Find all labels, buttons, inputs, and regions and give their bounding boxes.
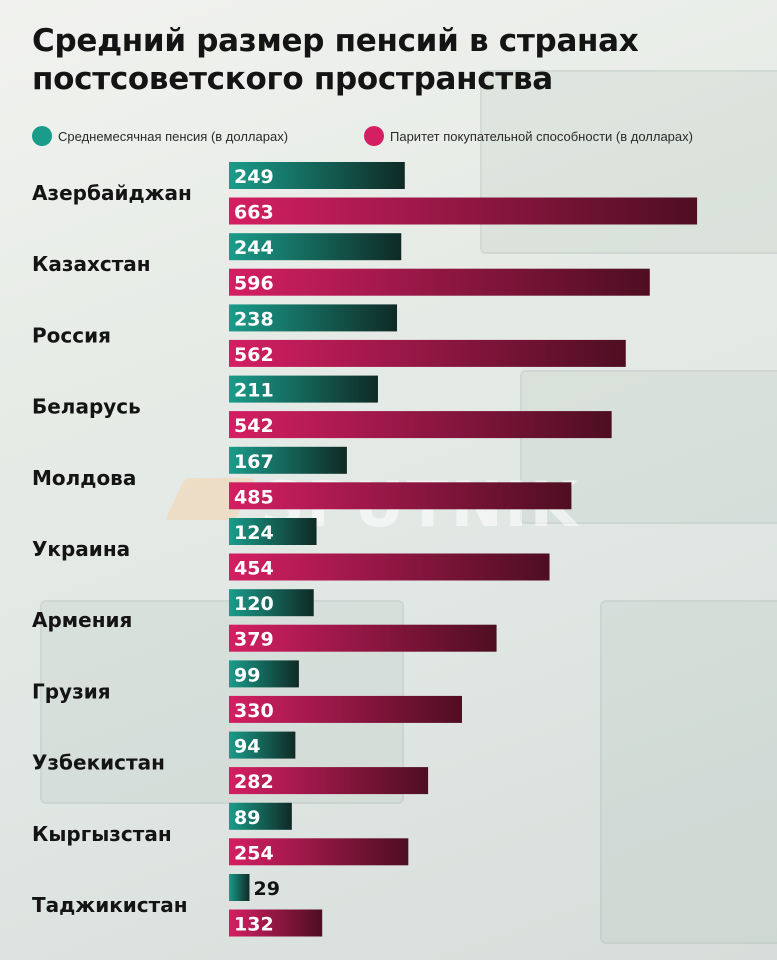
- pension-bar: [229, 660, 299, 688]
- legend-dot-teal-icon: [32, 126, 52, 146]
- ppp-value-label: 454: [234, 558, 274, 580]
- pension-bar: [229, 233, 402, 261]
- country-label: Россия: [32, 323, 111, 347]
- ppp-bar: [229, 838, 409, 866]
- ppp-value-label: 379: [234, 629, 274, 651]
- country-label: Украина: [32, 537, 130, 561]
- pension-bar: [229, 162, 405, 189]
- country-label: Грузия: [32, 679, 111, 703]
- country-label: Молдова: [32, 466, 136, 490]
- legend-label-ppp: Паритет покупательной способности (в дол…: [390, 128, 693, 144]
- country-label: Азербайджан: [32, 181, 192, 205]
- pension-bar: [229, 802, 292, 830]
- pension-value-label: 249: [234, 166, 274, 188]
- ppp-bar: [229, 767, 429, 795]
- pension-bar: [229, 731, 296, 759]
- country-label: Кыргызстан: [32, 822, 172, 846]
- legend-item-ppp: Паритет покупательной способности (в дол…: [364, 126, 693, 146]
- ppp-value-label: 542: [234, 415, 274, 437]
- ppp-bar: [229, 553, 550, 581]
- pension-value-label: 244: [234, 237, 274, 259]
- ppp-value-label: 663: [234, 202, 274, 224]
- pension-bar: [229, 874, 250, 901]
- title-line-2: постсоветского пространства: [32, 61, 553, 97]
- ppp-bar: [229, 197, 698, 225]
- ppp-value-label: 596: [234, 273, 274, 295]
- pension-bar: [229, 375, 378, 403]
- ppp-value-label: 562: [234, 344, 274, 366]
- ppp-bar: [229, 268, 650, 296]
- pension-value-label: 124: [234, 522, 274, 544]
- ppp-value-label: 132: [234, 914, 274, 936]
- ppp-bar: [229, 411, 612, 439]
- ppp-value-label: 254: [234, 842, 274, 864]
- pension-bar: [229, 589, 314, 617]
- country-label: Таджикистан: [32, 893, 188, 917]
- legend-label-pension: Среднемесячная пенсия (в долларах): [58, 128, 289, 144]
- country-label: Армения: [32, 608, 132, 632]
- ppp-value-label: 282: [234, 771, 274, 793]
- ppp-bar: [229, 909, 323, 937]
- pension-value-label: 211: [234, 380, 274, 402]
- ppp-value-label: 330: [234, 700, 274, 722]
- legend-dot-pink-icon: [364, 126, 384, 146]
- legend-item-pension: Среднемесячная пенсия (в долларах): [32, 126, 288, 146]
- country-label: Казахстан: [32, 252, 151, 276]
- title-line-1: Средний размер пенсий в странах: [32, 23, 639, 59]
- ppp-bar: [229, 482, 572, 510]
- pension-bar: [229, 304, 398, 332]
- background-banknote-4: [600, 600, 777, 944]
- ppp-value-label: 485: [234, 486, 274, 508]
- chart-title: Средний размер пенсий в странах постсове…: [32, 22, 752, 98]
- pension-value-label: 238: [234, 308, 274, 330]
- ppp-bar: [229, 624, 497, 652]
- pension-value-label: 120: [234, 593, 274, 615]
- pension-value-label: 167: [234, 451, 274, 473]
- pension-value-label: 89: [234, 807, 260, 829]
- pension-bar: [229, 518, 317, 545]
- country-label: Беларусь: [32, 395, 141, 419]
- pension-bar: [229, 446, 347, 474]
- ppp-bar: [229, 695, 462, 723]
- ppp-bar: [229, 339, 626, 367]
- pension-value-label: 99: [234, 664, 260, 686]
- pension-value-label: 29: [253, 878, 279, 900]
- pension-value-label: 94: [234, 736, 260, 758]
- country-label: Узбекистан: [32, 751, 165, 775]
